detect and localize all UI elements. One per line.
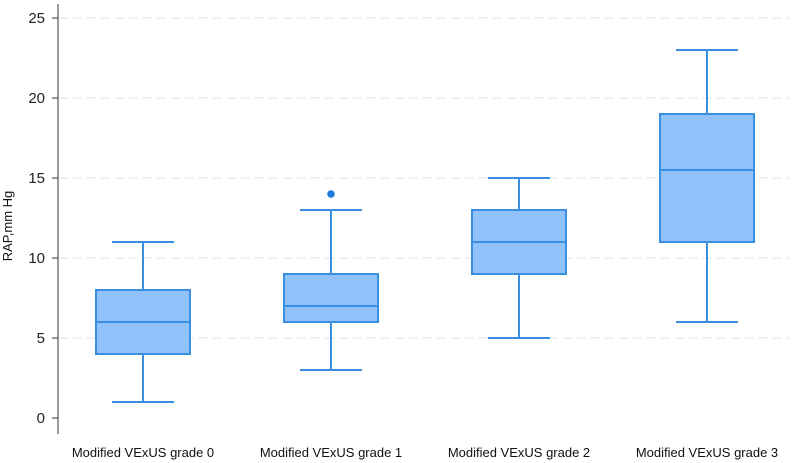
x-category-label: Modified VExUS grade 0 bbox=[72, 445, 214, 460]
y-axis-title: RAP,mm Hg bbox=[0, 191, 15, 262]
x-category-label: Modified VExUS grade 3 bbox=[636, 445, 778, 460]
outlier-point bbox=[327, 190, 335, 198]
iqr-box bbox=[659, 113, 755, 243]
y-tick-label: 15 bbox=[28, 170, 45, 187]
x-axis-labels: Modified VExUS grade 0 Modified VExUS gra… bbox=[72, 445, 778, 460]
box-0 bbox=[95, 241, 191, 403]
box-2 bbox=[471, 177, 567, 339]
y-axis: 0 5 10 15 20 25 bbox=[28, 4, 59, 434]
box-3 bbox=[659, 49, 755, 323]
y-tick-label: 10 bbox=[28, 250, 45, 267]
y-tick-label: 0 bbox=[37, 410, 45, 427]
y-tick-label: 25 bbox=[28, 10, 45, 27]
x-category-label: Modified VExUS grade 2 bbox=[448, 445, 590, 460]
y-tick-label: 20 bbox=[28, 90, 45, 107]
iqr-box bbox=[283, 273, 379, 323]
x-category-label: Modified VExUS grade 1 bbox=[260, 445, 402, 460]
y-tick-label: 5 bbox=[37, 330, 45, 347]
box-1 bbox=[283, 190, 379, 371]
box-series bbox=[95, 49, 755, 403]
